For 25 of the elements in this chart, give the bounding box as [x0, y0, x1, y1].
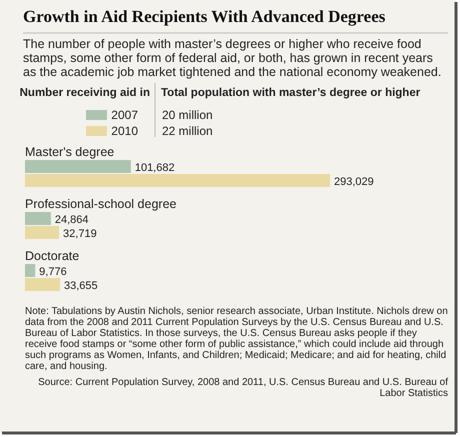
text: 20 million	[162, 108, 213, 122]
y-tick-label: Master's degree	[25, 145, 114, 159]
data-label: 33,655	[64, 280, 98, 292]
data-label: 293,029	[334, 176, 374, 188]
data-label: 101,682	[134, 162, 175, 174]
chart-title: Growth in Aid Recipients With Advanced Degrees	[23, 7, 386, 26]
legend-title: Number receiving aid in	[20, 87, 150, 99]
data-label: 9,776	[39, 266, 67, 278]
legend-label: 2007	[111, 108, 138, 122]
data-label: 32,719	[63, 228, 97, 240]
y-tick-label: Doctorate	[25, 249, 80, 263]
text: 22 million	[162, 124, 213, 138]
source-note: Source: Current Population Survey, 2008 and 2011, U.S. Census Bureau and U.S. Bureau of Labor Statistics	[38, 377, 448, 399]
bar	[25, 212, 51, 225]
y-tick-label: Professional-school degree	[25, 197, 177, 211]
text: Total population with master’s degree or higher	[161, 87, 421, 99]
bar	[25, 226, 60, 239]
bar	[25, 174, 330, 187]
data-label: 24,864	[54, 214, 89, 226]
text: Note: Tabulations by Austin Nichols, senior research associate, Urban Institute. Nichols drew on data from the 2008 and 2011 Current Population Surveys by the U.S. Census Bureau and U.S. Bureau of Labor Statistics. In those surveys, the U.S. Census Bureau asks people if they receive food stamps or “some other form of public assistance,” which could include aid through such programs as Women, Infants, and Children; Medicaid; Medicare; and aid for heating, child care, and housing.	[25, 306, 448, 372]
bar	[25, 264, 36, 277]
chart-subtitle: The number of people with master’s degrees or higher who receive food stamps, some other form of federal aid, or both, has grown in recent years as the academic job market tightened and the national economy weakened.	[23, 37, 442, 79]
legend-label: 2010	[111, 124, 138, 138]
bar	[25, 160, 131, 173]
bar	[25, 278, 60, 291]
